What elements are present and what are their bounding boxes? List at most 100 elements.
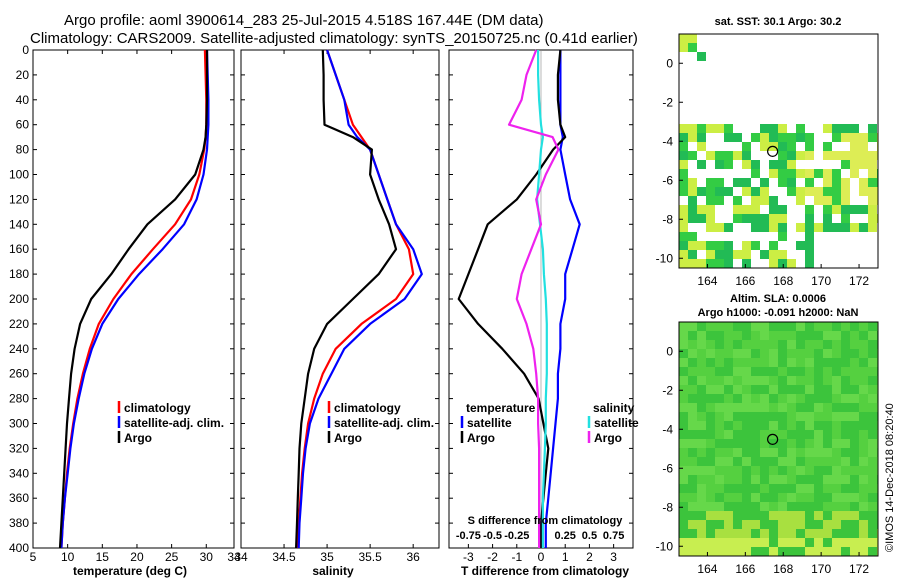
sst-cell — [823, 196, 832, 205]
sla-cell — [715, 547, 724, 556]
sst-cell — [769, 205, 778, 214]
sla-cell — [841, 547, 850, 556]
difference-plot: -3 -2 -1 0 1 2 3-0.75 -0.5 -0.25 0 0.25 0.5 0.75 — [449, 49, 633, 564]
sla-cell — [868, 538, 877, 547]
sla-cell — [760, 439, 769, 448]
sla-cell — [850, 439, 859, 448]
sst-cell — [859, 205, 868, 214]
sst-cell — [715, 178, 724, 187]
series-line-salinity-satellite — [535, 50, 548, 548]
sst-cell — [823, 214, 832, 223]
sla-cell — [859, 538, 868, 547]
sla-cell — [724, 331, 733, 340]
sla-cell — [724, 394, 733, 403]
sla-cell — [814, 322, 823, 331]
sla-cell — [769, 493, 778, 502]
sst-cell — [733, 196, 742, 205]
y-tick-label: 60 — [16, 118, 30, 132]
sla-cell — [760, 430, 769, 439]
sst-cell — [805, 250, 814, 259]
sst-cell — [841, 187, 850, 196]
sla-cell — [706, 430, 715, 439]
sla-cell — [787, 439, 796, 448]
sla-cell — [697, 439, 706, 448]
sst-cell — [832, 187, 841, 196]
sla-cell — [724, 484, 733, 493]
sla-cell — [751, 403, 760, 412]
sla-cell — [715, 331, 724, 340]
sla-cell — [760, 340, 769, 349]
y-tick-label: 0 — [22, 43, 29, 57]
sla-cell — [850, 403, 859, 412]
x-tick-label: 15 — [96, 550, 110, 564]
sla-cell — [724, 448, 733, 457]
sla-cell — [868, 394, 877, 403]
sla-cell — [850, 475, 859, 484]
sla-cell — [688, 439, 697, 448]
sst-cell — [697, 160, 706, 169]
sst-cell — [751, 214, 760, 223]
sla-cell — [742, 394, 751, 403]
sla-cell — [823, 457, 832, 466]
sla-cell — [706, 502, 715, 511]
sla-cell — [787, 367, 796, 376]
sst-map-title: sat. SST: 30.1 Argo: 30.2 — [715, 16, 842, 28]
sla-cell — [760, 367, 769, 376]
sla-cell — [796, 376, 805, 385]
sla-cell — [760, 448, 769, 457]
sla-cell — [868, 358, 877, 367]
sla-cell — [688, 394, 697, 403]
sla-cell — [769, 466, 778, 475]
sla-cell — [706, 466, 715, 475]
sla-cell — [688, 448, 697, 457]
sla-cell — [787, 511, 796, 520]
sla-cell — [832, 538, 841, 547]
sla-cell — [715, 538, 724, 547]
sla-cell — [688, 457, 697, 466]
sla-cell — [859, 520, 868, 529]
sla-cell — [859, 511, 868, 520]
sst-cell — [715, 223, 724, 232]
sla-cell — [688, 502, 697, 511]
sla-cell — [859, 439, 868, 448]
sla-cell — [724, 421, 733, 430]
sla-cell — [715, 403, 724, 412]
sla-cell — [733, 421, 742, 430]
sst-cell — [805, 205, 814, 214]
sla-cell — [796, 403, 805, 412]
sla-cell — [796, 466, 805, 475]
sla-cell — [715, 475, 724, 484]
sla-cell — [733, 493, 742, 502]
sst-cell — [841, 214, 850, 223]
sla-cell — [769, 385, 778, 394]
sla-cell — [859, 331, 868, 340]
sst-cell — [805, 133, 814, 142]
sla-cell — [841, 349, 850, 358]
sst-cell — [706, 214, 715, 223]
sla-cell — [868, 439, 877, 448]
sla-cell — [859, 421, 868, 430]
sla-cell — [823, 529, 832, 538]
y-tick-label: 200 — [9, 292, 29, 306]
sla-cell — [742, 448, 751, 457]
sla-cell — [706, 520, 715, 529]
sla-cell — [823, 538, 832, 547]
sst-cell — [787, 142, 796, 151]
sla-cell — [805, 484, 814, 493]
sla-cell — [796, 547, 805, 556]
sst-cell — [697, 241, 706, 250]
sla-cell — [769, 475, 778, 484]
sla-cell — [868, 367, 877, 376]
sla-cell — [823, 493, 832, 502]
sst-cell — [796, 169, 805, 178]
sla-cell — [787, 466, 796, 475]
diff-legend-s-argo: Argo — [594, 431, 622, 445]
sst-cell — [688, 196, 697, 205]
sla-cell — [715, 502, 724, 511]
y-tick-label: 180 — [9, 267, 29, 281]
sla-cell — [850, 331, 859, 340]
sla-cell — [859, 430, 868, 439]
x-tick-label: 10 — [61, 550, 75, 564]
sla-cell — [751, 466, 760, 475]
sla-cell — [751, 358, 760, 367]
